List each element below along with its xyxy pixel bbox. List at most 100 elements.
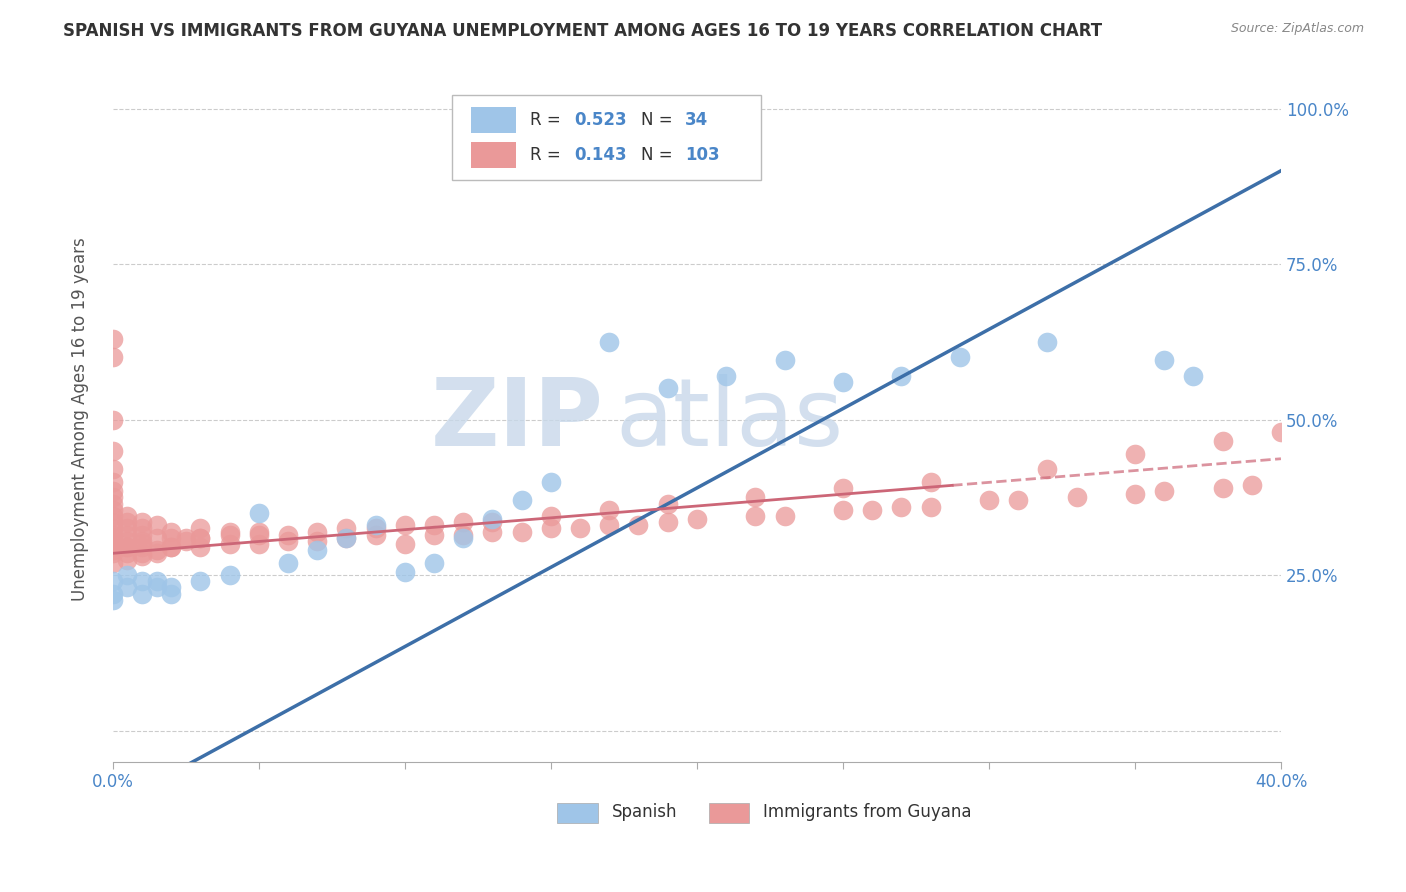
Point xyxy=(569,521,592,535)
Point xyxy=(394,518,416,533)
Point xyxy=(453,527,475,541)
Point xyxy=(101,574,124,589)
Point xyxy=(174,533,197,548)
Point xyxy=(394,565,416,579)
Point xyxy=(218,568,240,582)
Point xyxy=(117,581,139,595)
Point xyxy=(1007,493,1029,508)
Point xyxy=(744,491,766,505)
Point xyxy=(101,475,124,489)
Point xyxy=(1066,491,1088,505)
Point xyxy=(101,508,124,523)
Point xyxy=(218,524,240,539)
Point xyxy=(481,515,503,529)
Point xyxy=(190,531,212,545)
Point xyxy=(423,518,446,533)
Point xyxy=(307,524,329,539)
Point xyxy=(160,587,183,601)
Text: N =: N = xyxy=(641,111,678,129)
Point xyxy=(117,552,139,566)
Point xyxy=(247,537,270,551)
FancyBboxPatch shape xyxy=(471,142,516,168)
Point xyxy=(627,518,650,533)
Point xyxy=(160,540,183,554)
Text: Source: ZipAtlas.com: Source: ZipAtlas.com xyxy=(1230,22,1364,36)
Point xyxy=(190,540,212,554)
Point xyxy=(131,574,153,589)
Point xyxy=(598,518,620,533)
Text: 0.523: 0.523 xyxy=(574,111,627,129)
Point xyxy=(101,556,124,570)
Point xyxy=(145,531,167,545)
Point xyxy=(117,533,139,548)
Point xyxy=(277,533,299,548)
Point xyxy=(117,540,139,554)
Point xyxy=(335,531,357,545)
Point xyxy=(117,527,139,541)
Point xyxy=(920,475,942,489)
Point xyxy=(174,531,197,545)
Point xyxy=(423,527,446,541)
Point xyxy=(1212,434,1234,449)
Point xyxy=(117,521,139,535)
Point xyxy=(160,581,183,595)
Text: R =: R = xyxy=(530,111,565,129)
Text: R =: R = xyxy=(530,145,565,163)
Point xyxy=(145,546,167,560)
FancyBboxPatch shape xyxy=(709,803,749,823)
Point xyxy=(510,524,533,539)
Point xyxy=(131,515,153,529)
Point xyxy=(686,512,709,526)
Point xyxy=(364,521,387,535)
Point xyxy=(949,351,972,365)
Point xyxy=(598,334,620,349)
Point xyxy=(1182,369,1205,384)
Point xyxy=(101,351,124,365)
Point xyxy=(1153,484,1175,499)
Point xyxy=(101,502,124,516)
Point xyxy=(101,496,124,510)
Point xyxy=(247,527,270,541)
Text: SPANISH VS IMMIGRANTS FROM GUYANA UNEMPLOYMENT AMONG AGES 16 TO 19 YEARS CORRELA: SPANISH VS IMMIGRANTS FROM GUYANA UNEMPL… xyxy=(63,22,1102,40)
Point xyxy=(540,521,562,535)
Point xyxy=(117,508,139,523)
Point xyxy=(453,531,475,545)
Point xyxy=(1270,425,1292,439)
Point xyxy=(540,475,562,489)
Text: 34: 34 xyxy=(685,111,709,129)
Y-axis label: Unemployment Among Ages 16 to 19 years: Unemployment Among Ages 16 to 19 years xyxy=(72,237,89,601)
Point xyxy=(714,369,737,384)
Point xyxy=(131,549,153,564)
Point xyxy=(1123,487,1146,501)
Point xyxy=(101,540,124,554)
FancyBboxPatch shape xyxy=(557,803,598,823)
Point xyxy=(890,500,912,514)
Point xyxy=(145,543,167,558)
Text: 0.143: 0.143 xyxy=(574,145,627,163)
Point xyxy=(1240,478,1263,492)
Point xyxy=(394,537,416,551)
Point xyxy=(218,537,240,551)
Point xyxy=(423,556,446,570)
Point xyxy=(832,481,855,495)
Point xyxy=(145,518,167,533)
Point xyxy=(101,462,124,476)
Point xyxy=(773,508,796,523)
Text: ZIP: ZIP xyxy=(430,374,603,466)
Text: Immigrants from Guyana: Immigrants from Guyana xyxy=(763,803,972,821)
Point xyxy=(117,568,139,582)
Text: atlas: atlas xyxy=(616,374,844,466)
Point xyxy=(307,543,329,558)
Point xyxy=(101,484,124,499)
Point xyxy=(277,527,299,541)
Point xyxy=(832,376,855,390)
Point xyxy=(117,540,139,554)
Point xyxy=(101,491,124,505)
Point xyxy=(190,531,212,545)
Point xyxy=(101,412,124,426)
Point xyxy=(247,506,270,520)
Point xyxy=(657,496,679,510)
Point xyxy=(364,518,387,533)
Point xyxy=(481,512,503,526)
Point xyxy=(101,593,124,607)
